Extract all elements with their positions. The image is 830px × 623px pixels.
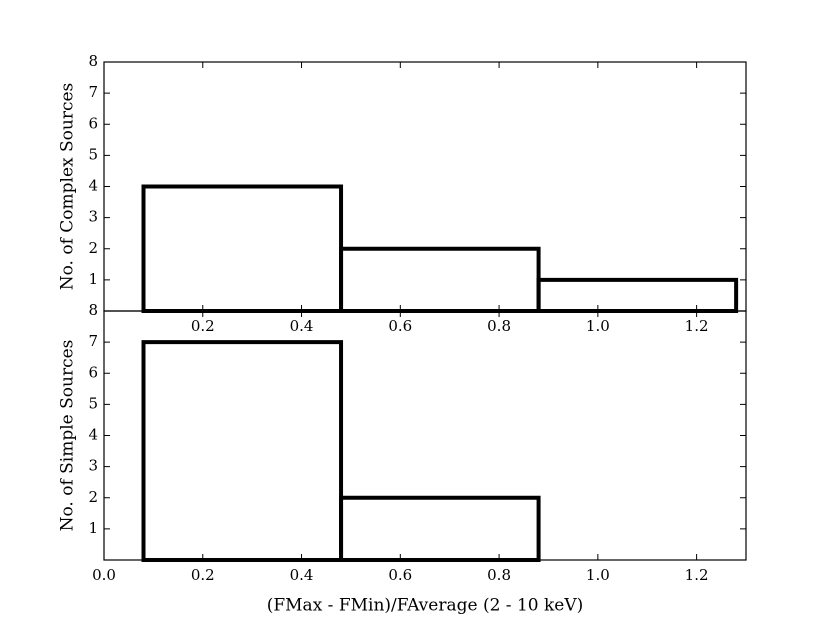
x-axis-label: (FMax - FMin)/FAverage (2 - 10 keV) — [267, 596, 584, 616]
y-tick-label: 5 — [88, 145, 98, 163]
x-tick-label: 0.6 — [388, 317, 412, 335]
y-tick-label: 6 — [88, 114, 98, 132]
x-tick-label: 1.2 — [685, 566, 709, 584]
bar — [339, 495, 541, 562]
bar — [339, 246, 541, 313]
y-tick-label: 4 — [88, 177, 98, 195]
x-tick-label: 0.4 — [290, 317, 314, 335]
axes-frame — [103, 310, 747, 561]
y-tick-label: 6 — [88, 363, 98, 381]
y-tick-label: 3 — [88, 457, 98, 475]
x-tick-label: 0.2 — [191, 566, 215, 584]
x-tick-label: 0.0 — [92, 566, 116, 584]
x-tick-label: 0.8 — [487, 317, 511, 335]
y-tick-label: 2 — [88, 239, 98, 257]
y-axis-label: No. of Complex Sources — [58, 83, 78, 291]
y-tick-label: 8 — [88, 52, 98, 70]
y-axis-label: No. of Simple Sources — [58, 340, 78, 532]
x-tick-label: 1.0 — [586, 566, 610, 584]
y-tick-label: 7 — [88, 332, 98, 350]
x-tick-label: 0.8 — [487, 566, 511, 584]
y-tick-label: 2 — [88, 488, 98, 506]
bar — [536, 277, 739, 313]
x-tick-label: 1.2 — [685, 317, 709, 335]
y-tick-label: 1 — [88, 270, 98, 288]
y-tick-label: 5 — [88, 394, 98, 412]
x-tick-label: 0.4 — [290, 566, 314, 584]
y-tick-label: 7 — [88, 83, 98, 101]
x-tick-label: 1.0 — [586, 317, 610, 335]
y-tick-label: 3 — [88, 208, 98, 226]
bar — [141, 340, 344, 562]
y-tick-label: 4 — [88, 426, 98, 444]
y-tick-label: 1 — [88, 519, 98, 537]
x-tick-label: 0.6 — [388, 566, 412, 584]
x-tick-label: 0.2 — [191, 317, 215, 335]
y-tick-label: 8 — [88, 301, 98, 319]
bar — [141, 184, 344, 313]
